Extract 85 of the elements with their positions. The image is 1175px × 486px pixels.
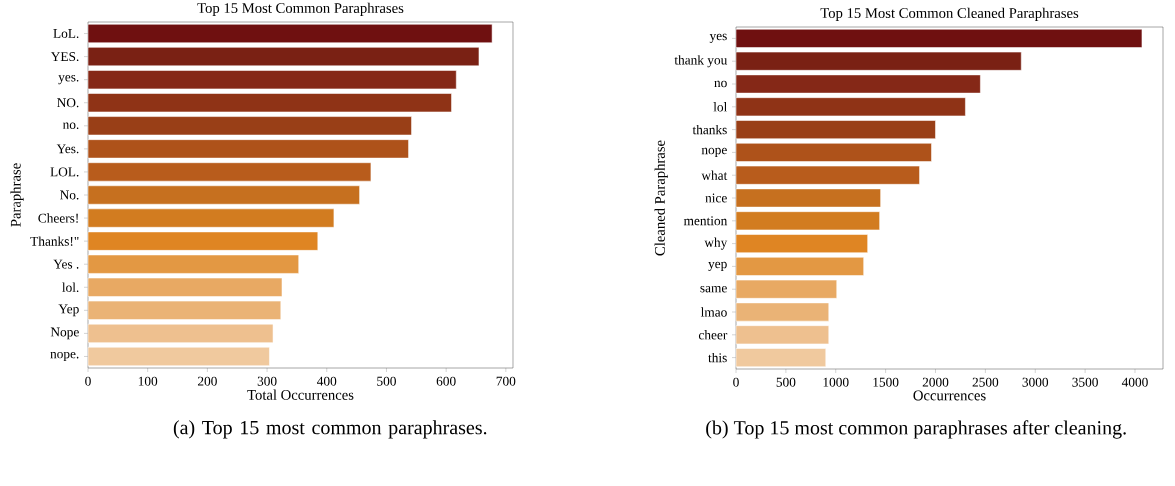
y-tick-label: same [700,285,727,293]
y-axis-title: Cleaned Paraphrase [654,140,668,256]
y-tick-label: nope. [50,351,79,362]
y-tick-label: LOL. [50,167,79,177]
x-tick-label: 3500 [1072,377,1098,387]
x-tick-label: 300 [257,376,277,386]
x-tick-label: 0 [85,376,91,386]
x-axis-title: Occurrences [913,390,986,401]
y-tick-label: thanks [692,124,727,135]
y-tick-label: Yes . [53,259,79,269]
bar [87,208,335,228]
y-tick-label: why [704,237,728,250]
bar [87,300,282,320]
y-tick-label: cheer [698,330,728,340]
x-tick-label: 0 [733,377,739,387]
y-tick-label: lol. [62,282,79,292]
bar [87,323,274,343]
x-tick-label: 3000 [1022,377,1049,387]
bar [735,143,932,162]
bar [87,116,412,136]
bar [735,74,981,94]
y-tick-label: Thanks!" [30,236,79,246]
bar [87,139,409,159]
x-tick-label: 2500 [972,377,999,387]
y-tick-label: yes [709,33,727,43]
bar [735,188,881,208]
bar [735,257,864,276]
bar [87,47,480,67]
bar [87,346,270,366]
y-tick-label: Yep [58,304,79,317]
text: (a) Top 15 most common paraphrases. [173,420,487,439]
bar [87,93,452,113]
x-tick-label: 4000 [1121,377,1148,387]
x-axis-title: Total Occurrences [247,389,354,400]
x-tick-label: 200 [197,376,217,386]
x-tick-label: 1500 [873,377,899,387]
bar [87,277,283,297]
y-tick-label: no. [62,122,79,130]
x-tick-label: 1000 [823,377,849,387]
x-tick-label: 600 [436,376,456,386]
y-tick-label: lol [713,102,728,112]
chart-title: Top 15 Most Common Cleaned Paraphrases [820,7,1079,21]
bar [735,325,830,345]
y-tick-label: Cheers! [38,213,78,223]
y-tick-label: Nope [50,327,79,340]
y-tick-label: nope [701,147,727,157]
bar [735,279,838,299]
bar [87,70,457,90]
y-tick-label: YES. [50,52,79,62]
x-tick-label: 500 [776,377,796,387]
bar [735,234,868,253]
x-tick-label: 2000 [922,377,949,387]
bar [735,348,827,367]
x-tick-label: 700 [496,376,516,386]
bar [87,185,360,205]
y-tick-label: this [708,352,727,363]
x-tick-label: 500 [377,376,396,386]
x-tick-label: 100 [138,376,158,386]
text: (b) Top 15 most common paraphrases after cleaning. [706,420,1126,439]
bar [87,231,319,251]
bar [735,29,1143,48]
bar [87,254,299,274]
y-tick-label: yes. [58,75,79,85]
y-tick-label: yep [708,261,727,271]
y-tick-label: Yes. [56,144,79,154]
y-tick-label: nice [705,193,727,203]
y-tick-label: lmao [700,307,727,317]
bar [735,120,936,139]
bar [735,97,966,117]
bar [87,162,372,182]
y-tick-label: mention [683,216,728,226]
bar [87,24,493,44]
y-tick-label: thank you [674,55,728,68]
y-tick-label: No. [60,190,79,200]
bar [735,165,920,185]
bar [735,302,830,322]
y-tick-label: NO. [57,98,79,108]
x-tick-label: 400 [317,376,337,386]
y-tick-label: no [714,80,727,88]
chart-title: Top 15 Most Common Paraphrases [197,2,404,16]
bar [735,51,1022,71]
y-tick-label: LoL. [53,29,79,38]
y-tick-label: what [701,170,728,180]
bar [735,211,880,231]
y-axis-title: Paraphrase [10,163,24,227]
